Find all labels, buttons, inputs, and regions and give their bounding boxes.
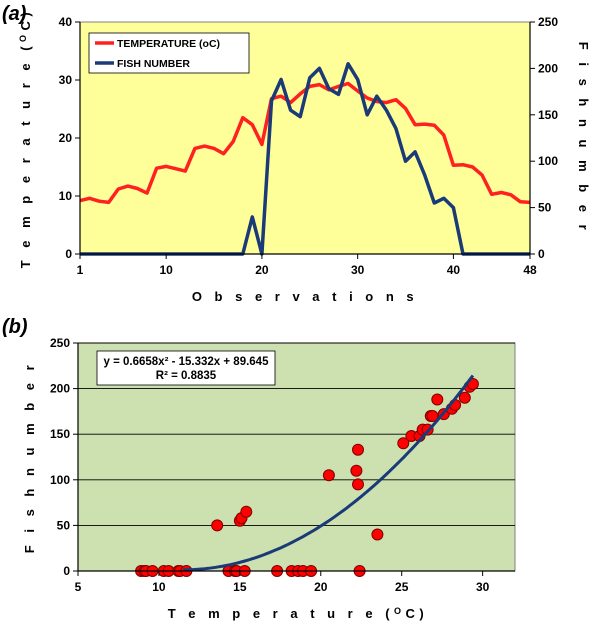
panel-b-ticks: 0 50 100 150 200 250 5 10 15 20 25 30	[50, 336, 490, 594]
panel-b-y-axis-title: F i s h n u m b e r	[22, 361, 37, 553]
x-tick-label: 20	[314, 580, 328, 594]
y-tick-label: 100	[50, 473, 70, 487]
r-squared-value: R² = 0.8835	[156, 370, 217, 382]
y-tick-label: 250	[50, 336, 70, 350]
panel-a-y2-axis-title: F i s h n u m b e r	[576, 42, 591, 234]
panel-a-label: (a)	[2, 3, 27, 25]
legend-fish-label: FISH NUMBER	[117, 58, 190, 70]
panel-a-legend: TEMPERATURE (oC) FISH NUMBER	[88, 32, 250, 74]
y2-tick-label: 0	[538, 247, 545, 261]
panel-a-y-axis-title: T e m p e r a t u r e (OC)	[18, 8, 33, 269]
panel-b-equation-box: y = 0.6658x² - 15.332x + 89.645 R² = 0.8…	[96, 350, 276, 386]
equation-box-frame	[96, 350, 276, 386]
trendline-equation: y = 0.6658x² - 15.332x + 89.645	[104, 356, 270, 368]
scatter-point	[350, 464, 363, 477]
scatter-point	[431, 393, 444, 406]
y-tick-label: 0	[63, 564, 70, 578]
y-tick-label: 10	[59, 189, 73, 203]
y2-tick-label: 250	[538, 15, 558, 29]
scatter-point	[458, 391, 471, 404]
x-tick-label: 40	[447, 263, 461, 277]
y2-tick-label: 200	[538, 61, 558, 75]
y-tick-label: 0	[65, 247, 72, 261]
scatter-point	[371, 528, 384, 541]
scatter-point	[352, 478, 364, 491]
x-tick-label: 48	[523, 263, 537, 277]
x-tick-label: 10	[152, 580, 166, 594]
x-tick-label: 15	[233, 580, 247, 594]
x-tick-label: 20	[255, 263, 269, 277]
x-tick-label: 5	[75, 580, 82, 594]
y2-tick-label: 100	[538, 154, 558, 168]
scatter-point	[352, 443, 364, 456]
panel-b-label: (b)	[2, 316, 28, 338]
scatter-point	[240, 505, 253, 518]
x-tick-label: 30	[476, 580, 490, 594]
y-tick-label: 50	[57, 518, 71, 532]
x-tick-label: 25	[395, 580, 409, 594]
x-tick-label: 10	[159, 263, 173, 277]
y-tick-label: 150	[50, 427, 70, 441]
y-tick-label: 200	[50, 382, 70, 396]
y-tick-label: 20	[59, 131, 73, 145]
legend-temperature-label: TEMPERATURE (oC)	[117, 38, 220, 50]
scatter-point	[397, 437, 410, 450]
panel-b-x-axis-title: T e m p e r a t u r e (OC)	[168, 606, 429, 621]
y2-tick-label: 150	[538, 108, 558, 122]
panel-a-legend-box	[88, 32, 250, 74]
scatter-point	[426, 410, 439, 422]
y-tick-label: 30	[59, 73, 73, 87]
panel-a-x-axis-title: O b s e r v a t i o n s	[192, 289, 418, 304]
polynomial-trendline	[183, 374, 475, 572]
scatter-point	[211, 519, 224, 532]
y2-tick-label: 50	[538, 201, 552, 215]
x-tick-label: 30	[351, 263, 365, 277]
x-tick-label: 1	[77, 263, 84, 277]
panel-a-ticks: 0 10 20 30 40 0 50 100 150 200 250 1 10 20 30 40 48	[59, 15, 559, 277]
panel-b-gridlines	[78, 342, 515, 526]
y-tick-label: 40	[59, 15, 73, 29]
panel-b: (b) 0 50 100 150 200 250 5 10 15 20 25 30 y = 0.665…	[2, 316, 516, 621]
scatter-point	[322, 469, 335, 482]
